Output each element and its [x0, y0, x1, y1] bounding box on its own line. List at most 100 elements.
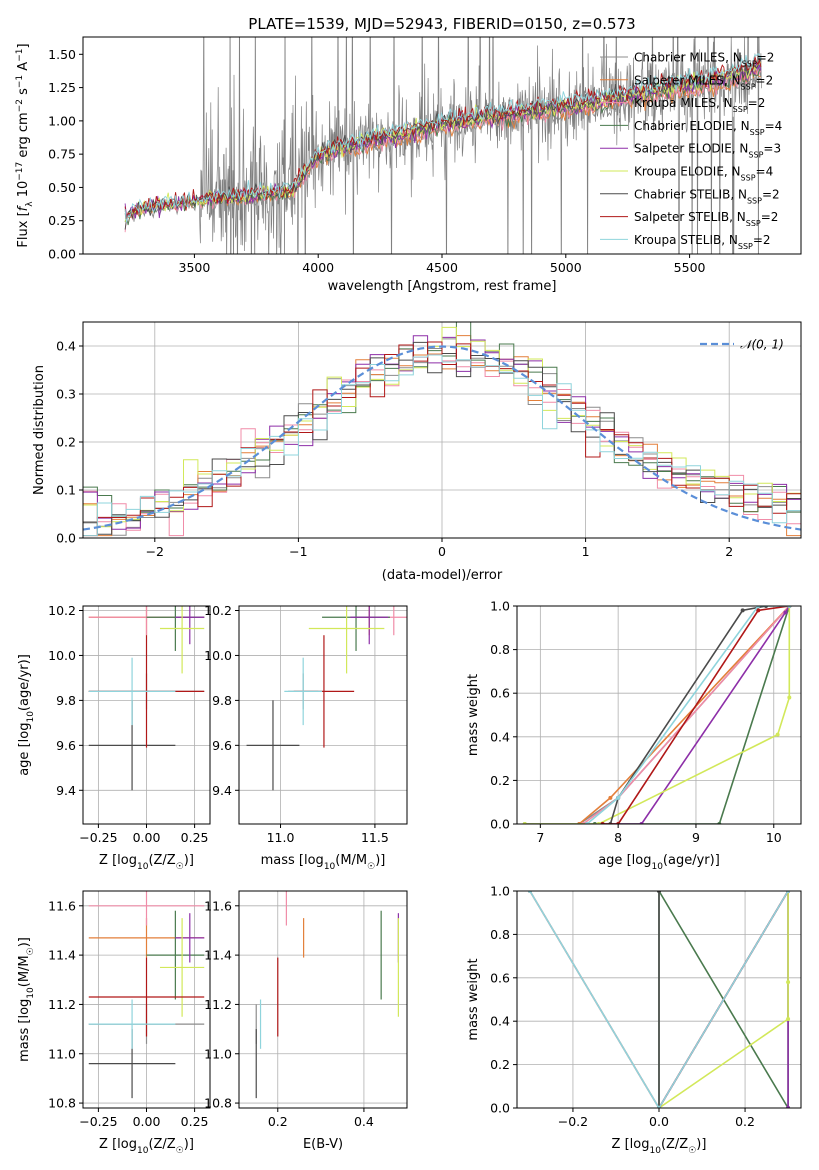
normal-curve: [83, 345, 801, 531]
x-tick-label: 0.2: [735, 1114, 755, 1129]
y-tick-label: 0.50: [48, 180, 76, 195]
errorbar-kroupa_miles: [88, 891, 205, 926]
legend-label-salpeter_stelib: Salpeter STELIB, NSSP=2: [634, 210, 778, 228]
x-axis-label: (data-model)/error: [382, 568, 503, 583]
panel-spectrum: 3500 4000 4500 5000 5500 0.00 0.25 0.50 0.75 1.00…: [15, 36, 802, 294]
x-tick-label: 0.25: [181, 830, 209, 845]
y-axis-label: Normed distribution: [32, 365, 47, 495]
y-tick-label: 10.2: [48, 603, 76, 618]
y-tick-label: 0.1: [56, 483, 76, 498]
axes-frame: 7 8 9 10 0.0 0.2 0.4 0.6 0.8 1.0 age [log10(age/yr…: [466, 599, 802, 872]
histogram-kroupa_elodie: [83, 326, 801, 528]
errorbar-kroupa_stelib: [88, 657, 176, 726]
x-tick-label: −1: [289, 544, 307, 559]
errorbar-kroupa_stelib: [88, 999, 176, 1049]
data-spectrum-line: [124, 37, 762, 254]
x-tick-label: 2: [725, 544, 733, 559]
legend: Chabrier MILES, NSSP=2 Salpeter MILES, NS…: [600, 51, 782, 250]
cumulative-point-salpeter_elodie: [783, 610, 788, 615]
axes-frame: −0.2 0.0 0.2 0.0 0.2 0.4 0.6 0.8 1.0 Z [log10(Z/Z…: [466, 884, 802, 1156]
y-tick-label: 0.75: [48, 147, 76, 162]
axes-frame: 0.2 0.4 10.8 11.0 11.2 11.4 11.6 E(B-V): [204, 890, 408, 1152]
cumulative-salpeter_elodie: [602, 606, 790, 824]
model-spectrum-kroupa_stelib: [124, 53, 762, 223]
y-tick-label: 0.3: [56, 387, 76, 402]
errorbar-kroupa_elodie: [308, 606, 385, 674]
errorbar-kroupa_stelib: [284, 657, 323, 726]
histogram-salpeter_stelib: [83, 341, 801, 537]
errorbar-salpeter_elodie: [350, 606, 389, 645]
y-tick-label: 11.0: [48, 1046, 76, 1061]
y-tick-label: 1.50: [48, 47, 76, 62]
y-axis-label: Flux [fλ 10−17 erg cm−2 s−1 A−1]: [15, 43, 35, 247]
y-tick-label: 9.6: [212, 738, 232, 753]
axes-border: [238, 605, 408, 825]
plot-area: [527, 891, 791, 1108]
panel-age_vs_Z: −0.25 0.00 0.25 9.4 9.6 9.8 10.0 10.2 Z [log10(Z…: [17, 603, 211, 872]
cumulative-point-kroupa_elodie: [787, 695, 792, 700]
x-tick-label: 0.4: [354, 1114, 374, 1129]
x-tick-label: 8: [614, 830, 622, 845]
axes-frame: 3500 4000 4500 5000 5500 0.00 0.25 0.50 0.75 1.00…: [15, 36, 802, 294]
cumulative-chabrier_stelib: [609, 606, 767, 824]
x-tick-label: −2: [146, 544, 164, 559]
x-tick-label: 10: [766, 830, 782, 845]
y-tick-label: 10.0: [48, 648, 76, 663]
axes-frame: −0.25 0.00 0.25 10.8 11.0 11.2 11.4 11.6 Z [log1…: [17, 890, 211, 1156]
y-tick-label: 0.25: [48, 213, 76, 228]
errorbar-salpeter_elodie: [175, 913, 205, 963]
x-tick-label: 0.0: [649, 1114, 669, 1129]
model-spectrum-kroupa_elodie: [124, 61, 762, 222]
y-tick-label: 10.0: [204, 648, 232, 663]
cumulative-point-kroupa_elodie: [775, 732, 780, 737]
y-tick-label: 1.0: [490, 599, 510, 614]
y-tick-label: 0.0: [56, 531, 76, 546]
cumulative-point-kroupa_stelib: [616, 795, 621, 800]
y-tick-label: 11.2: [204, 997, 232, 1012]
x-tick-label: 7: [536, 830, 544, 845]
y-tick-label: 0.00: [48, 247, 76, 262]
y-tick-label: 0.8: [490, 927, 510, 942]
y-axis-label: age [log10(age/yr)]: [17, 654, 36, 776]
x-axis-label: Z [log10(Z/Z☉)]: [99, 853, 194, 872]
legend-label-chabrier_stelib: Chabrier STELIB, NSSP=2: [634, 187, 780, 205]
model-spectrum-salpeter_elodie: [124, 62, 762, 219]
x-tick-label: 4500: [426, 260, 458, 275]
x-tick-label: 9: [692, 830, 700, 845]
y-tick-label: 1.00: [48, 113, 76, 128]
y-tick-label: 0.6: [490, 686, 510, 701]
x-tick-label: −0.25: [79, 830, 117, 845]
cumulative-kroupa_stelib: [586, 606, 790, 824]
y-tick-label: 9.8: [212, 693, 232, 708]
x-tick-label: 11.5: [361, 830, 389, 845]
y-tick-label: 0.0: [490, 1101, 510, 1116]
y-tick-label: 0.6: [490, 970, 510, 985]
histogram-kroupa_stelib: [83, 354, 801, 537]
plot-area: [83, 37, 762, 254]
y-tick-label: 9.6: [56, 738, 76, 753]
axes-frame: −0.25 0.00 0.25 9.4 9.6 9.8 10.0 10.2 Z [log10(Z…: [17, 603, 211, 872]
legend-label-salpeter_miles: Salpeter MILES, NSSP=2: [634, 73, 773, 91]
panel-mass_vs_Z: −0.25 0.00 0.25 10.8 11.0 11.2 11.4 11.6 Z [log1…: [17, 890, 211, 1156]
y-tick-label: 11.4: [48, 948, 76, 963]
panel-massweight_vs_age: 7 8 9 10 0.0 0.2 0.4 0.6 0.8 1.0 age [log10(age/yr…: [466, 599, 802, 872]
x-tick-label: 3500: [179, 260, 211, 275]
y-tick-label: 11.6: [204, 898, 232, 913]
plot-area: [246, 606, 407, 791]
x-tick-label: 0: [438, 544, 446, 559]
x-tick-label: 0.00: [133, 830, 161, 845]
axes-frame: −2 −1 0 1 2 0.0 0.1 0.2 0.3 0.4 (data-model)/error…: [32, 321, 802, 583]
panel-residual_histogram: −2 −1 0 1 2 0.0 0.1 0.2 0.3 0.4 (data-model)/error…: [32, 321, 802, 583]
y-tick-label: 10.8: [204, 1096, 232, 1111]
cumulative-salpeter_stelib: [602, 606, 790, 824]
errorbar-chabrier_stelib: [246, 700, 300, 791]
x-axis-label: age [log10(age/yr)]: [598, 853, 720, 872]
legend-label-salpeter_elodie: Salpeter ELODIE, NSSP=3: [634, 142, 781, 160]
y-tick-label: 0.4: [490, 729, 510, 744]
x-tick-label: 0.00: [133, 1114, 161, 1129]
cumulative-point-salpeter_miles: [608, 795, 613, 800]
y-axis-label: mass weight: [466, 958, 481, 1040]
x-tick-label: 11.0: [267, 830, 295, 845]
panel-mass_vs_ebv: 0.2 0.4 10.8 11.0 11.2 11.4 11.6 E(B-V): [204, 890, 408, 1152]
